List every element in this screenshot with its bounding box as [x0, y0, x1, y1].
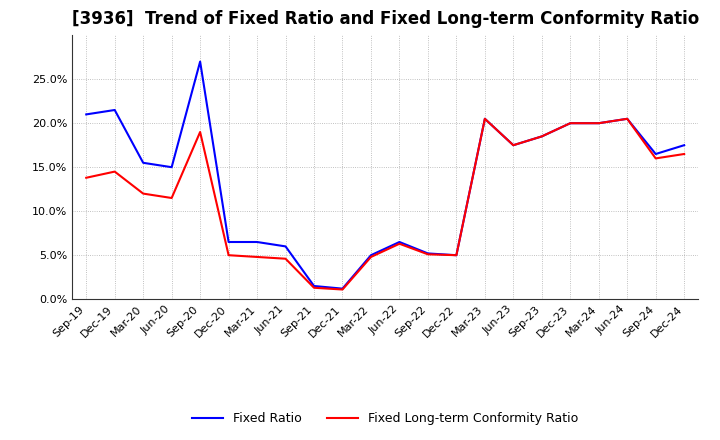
- Fixed Ratio: [110, 107, 119, 113]
- Fixed Long-term Conformity Ratio: [196, 129, 204, 135]
- Fixed Ratio: [196, 59, 204, 64]
- Fixed Long-term Conformity Ratio: [139, 191, 148, 196]
- Fixed Long-term Conformity Ratio: [395, 241, 404, 246]
- Fixed Ratio: [366, 253, 375, 258]
- Title: [3936]  Trend of Fixed Ratio and Fixed Long-term Conformity Ratio: [3936] Trend of Fixed Ratio and Fixed Lo…: [71, 10, 699, 28]
- Fixed Ratio: [82, 112, 91, 117]
- Fixed Long-term Conformity Ratio: [566, 121, 575, 126]
- Fixed Ratio: [680, 143, 688, 148]
- Fixed Long-term Conformity Ratio: [452, 253, 461, 258]
- Fixed Ratio: [623, 116, 631, 121]
- Fixed Long-term Conformity Ratio: [167, 195, 176, 201]
- Fixed Ratio: [139, 160, 148, 165]
- Fixed Long-term Conformity Ratio: [423, 252, 432, 257]
- Fixed Ratio: [253, 239, 261, 245]
- Fixed Ratio: [537, 134, 546, 139]
- Line: Fixed Ratio: Fixed Ratio: [86, 62, 684, 289]
- Fixed Ratio: [167, 165, 176, 170]
- Fixed Ratio: [225, 239, 233, 245]
- Fixed Ratio: [452, 253, 461, 258]
- Fixed Long-term Conformity Ratio: [338, 287, 347, 292]
- Fixed Long-term Conformity Ratio: [537, 134, 546, 139]
- Fixed Long-term Conformity Ratio: [480, 116, 489, 121]
- Fixed Long-term Conformity Ratio: [82, 175, 91, 180]
- Fixed Ratio: [480, 116, 489, 121]
- Fixed Ratio: [566, 121, 575, 126]
- Fixed Long-term Conformity Ratio: [253, 254, 261, 260]
- Fixed Long-term Conformity Ratio: [110, 169, 119, 174]
- Fixed Ratio: [652, 151, 660, 157]
- Fixed Long-term Conformity Ratio: [366, 254, 375, 260]
- Fixed Long-term Conformity Ratio: [509, 143, 518, 148]
- Fixed Long-term Conformity Ratio: [680, 151, 688, 157]
- Fixed Ratio: [310, 283, 318, 289]
- Fixed Long-term Conformity Ratio: [595, 121, 603, 126]
- Fixed Ratio: [282, 244, 290, 249]
- Fixed Long-term Conformity Ratio: [310, 285, 318, 290]
- Fixed Ratio: [595, 121, 603, 126]
- Fixed Ratio: [338, 286, 347, 291]
- Line: Fixed Long-term Conformity Ratio: Fixed Long-term Conformity Ratio: [86, 119, 684, 290]
- Fixed Long-term Conformity Ratio: [225, 253, 233, 258]
- Legend: Fixed Ratio, Fixed Long-term Conformity Ratio: Fixed Ratio, Fixed Long-term Conformity …: [187, 407, 583, 430]
- Fixed Long-term Conformity Ratio: [652, 156, 660, 161]
- Fixed Ratio: [509, 143, 518, 148]
- Fixed Ratio: [423, 251, 432, 256]
- Fixed Long-term Conformity Ratio: [282, 256, 290, 261]
- Fixed Ratio: [395, 239, 404, 245]
- Fixed Long-term Conformity Ratio: [623, 116, 631, 121]
